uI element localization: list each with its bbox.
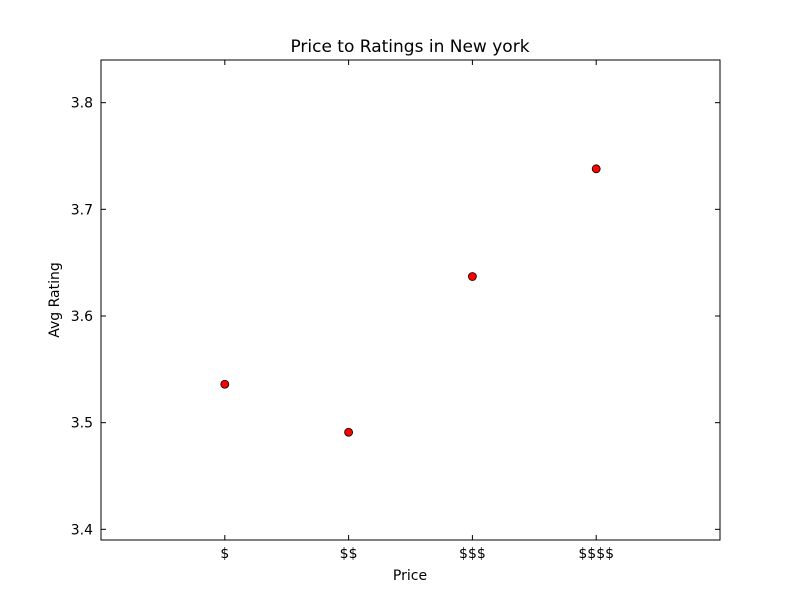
y-tick-label: 3.7 bbox=[71, 202, 93, 218]
y-axis: 3.4 3.5 3.6 3.7 3.8 bbox=[71, 96, 720, 538]
x-tick-label: $$ bbox=[340, 546, 358, 562]
y-tick-label: 3.4 bbox=[71, 522, 93, 538]
x-tick-label: $$$$ bbox=[578, 546, 614, 562]
data-point bbox=[344, 427, 354, 437]
y-tick-label: 3.6 bbox=[71, 309, 93, 325]
y-axis-label: Avg Rating bbox=[47, 262, 63, 338]
chart-title: Price to Ratings in New york bbox=[290, 37, 529, 57]
y-tick-label: 3.5 bbox=[71, 416, 93, 432]
data-point bbox=[591, 164, 601, 174]
x-axis-label: Price bbox=[393, 568, 427, 584]
plot-area bbox=[100, 59, 721, 541]
data-point bbox=[220, 379, 230, 389]
y-tick-label: 3.8 bbox=[71, 96, 93, 112]
x-tick-label: $ bbox=[220, 546, 229, 562]
data-points bbox=[220, 164, 601, 437]
x-axis: $ $$ $$$ $$$$ bbox=[220, 60, 614, 562]
data-point bbox=[467, 272, 477, 281]
x-tick-label: $$$ bbox=[459, 546, 486, 562]
